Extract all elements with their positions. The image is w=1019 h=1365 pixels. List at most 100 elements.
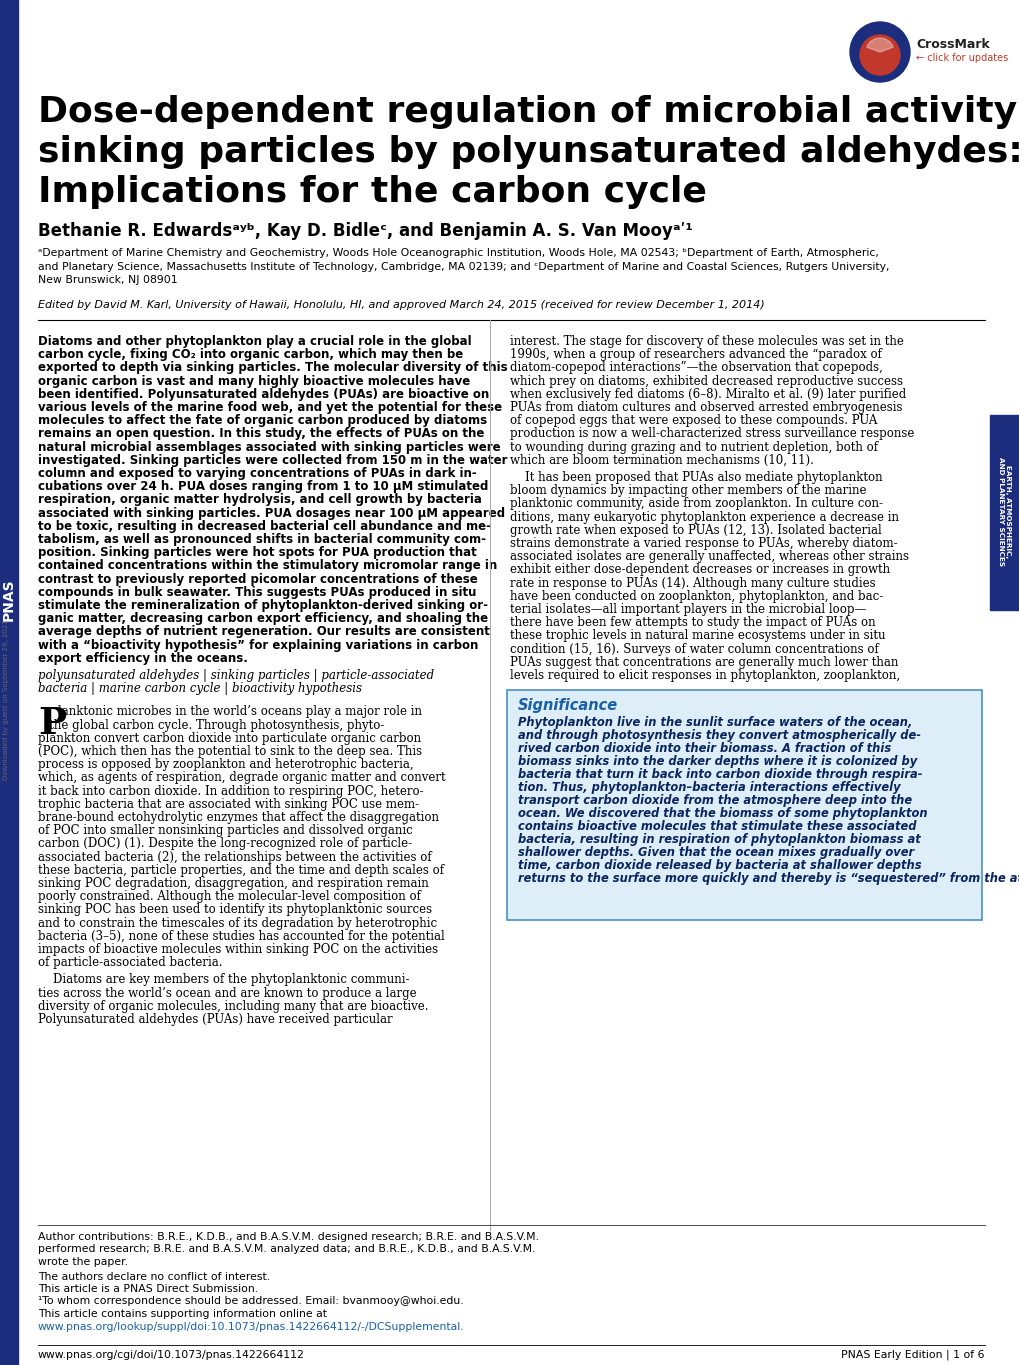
Text: shallower depths. Given that the ocean mixes gradually over: shallower depths. Given that the ocean m… (518, 846, 913, 859)
Text: sinking POC degradation, disaggregation, and respiration remain: sinking POC degradation, disaggregation,… (38, 876, 428, 890)
Text: of copepod eggs that were exposed to these compounds. PUA: of copepod eggs that were exposed to the… (510, 414, 876, 427)
Text: transport carbon dioxide from the atmosphere deep into the: transport carbon dioxide from the atmosp… (518, 794, 911, 807)
Text: rived carbon dioxide into their biomass. A fraction of this: rived carbon dioxide into their biomass.… (518, 743, 891, 755)
Text: trophic bacteria that are associated with sinking POC use mem-: trophic bacteria that are associated wit… (38, 797, 419, 811)
Text: stimulate the remineralization of phytoplankton-derived sinking or-: stimulate the remineralization of phytop… (38, 599, 487, 612)
Text: contained concentrations within the stimulatory micromolar range in: contained concentrations within the stim… (38, 560, 497, 572)
Text: ganic matter, decreasing carbon export efficiency, and shoaling the: ganic matter, decreasing carbon export e… (38, 612, 488, 625)
Text: EARTH, ATMOSPHERIC,
AND PLANETARY SCIENCES: EARTH, ATMOSPHERIC, AND PLANETARY SCIENC… (998, 457, 1011, 566)
Text: average depths of nutrient regeneration. Our results are consistent: average depths of nutrient regeneration.… (38, 625, 489, 639)
Text: bacteria | marine carbon cycle | bioactivity hypothesis: bacteria | marine carbon cycle | bioacti… (38, 682, 362, 695)
Text: which are bloom termination mechanisms (10, 11).: which are bloom termination mechanisms (… (510, 453, 813, 467)
Text: Bethanie R. Edwardsᵃʸᵇ, Kay D. Bidleᶜ, and Benjamin A. S. Van Mooyᵃʹ¹: Bethanie R. Edwardsᵃʸᵇ, Kay D. Bidleᶜ, a… (38, 222, 692, 240)
Text: column and exposed to varying concentrations of PUAs in dark in-: column and exposed to varying concentrat… (38, 467, 476, 480)
Text: bacteria that turn it back into carbon dioxide through respira-: bacteria that turn it back into carbon d… (518, 768, 921, 781)
Text: PUAs from diatom cultures and observed arrested embryogenesis: PUAs from diatom cultures and observed a… (510, 401, 902, 414)
Text: interest. The stage for discovery of these molecules was set in the: interest. The stage for discovery of the… (510, 334, 903, 348)
Text: This article is a PNAS Direct Submission.: This article is a PNAS Direct Submission… (38, 1284, 258, 1294)
Text: ditions, many eukaryotic phytoplankton experience a decrease in: ditions, many eukaryotic phytoplankton e… (510, 511, 898, 524)
Text: bloom dynamics by impacting other members of the marine: bloom dynamics by impacting other member… (510, 485, 866, 497)
Text: production is now a well-characterized stress surveillance response: production is now a well-characterized s… (510, 427, 913, 441)
Text: returns to the surface more quickly and thereby is “sequestered” from the atmosp: returns to the surface more quickly and … (518, 872, 1019, 885)
Wedge shape (866, 38, 893, 52)
Text: Diatoms are key members of the phytoplanktonic communi-: Diatoms are key members of the phytoplan… (38, 973, 409, 987)
Text: Polyunsaturated aldehydes (PUAs) have received particular: Polyunsaturated aldehydes (PUAs) have re… (38, 1013, 392, 1026)
Text: Author contributions: B.R.E., K.D.B., and B.A.S.V.M. designed research; B.R.E. a: Author contributions: B.R.E., K.D.B., an… (38, 1233, 538, 1242)
Text: which, as agents of respiration, degrade organic matter and convert: which, as agents of respiration, degrade… (38, 771, 445, 785)
Text: of POC into smaller nonsinking particles and dissolved organic: of POC into smaller nonsinking particles… (38, 824, 413, 837)
Text: Significance: Significance (518, 699, 618, 713)
Text: natural microbial assemblages associated with sinking particles were: natural microbial assemblages associated… (38, 441, 500, 453)
Text: bacteria (3–5), none of these studies has accounted for the potential: bacteria (3–5), none of these studies ha… (38, 930, 444, 943)
Text: it back into carbon dioxide. In addition to respiring POC, hetero-: it back into carbon dioxide. In addition… (38, 785, 423, 797)
Text: rate in response to PUAs (14). Although many culture studies: rate in response to PUAs (14). Although … (510, 576, 874, 590)
Text: there have been few attempts to study the impact of PUAs on: there have been few attempts to study th… (510, 616, 874, 629)
Text: Phytoplankton live in the sunlit surface waters of the ocean,: Phytoplankton live in the sunlit surface… (518, 717, 911, 729)
Text: various levels of the marine food web, and yet the potential for these: various levels of the marine food web, a… (38, 401, 501, 414)
Text: process is opposed by zooplankton and heterotrophic bacteria,: process is opposed by zooplankton and he… (38, 758, 414, 771)
Text: It has been proposed that PUAs also mediate phytoplankton: It has been proposed that PUAs also medi… (510, 471, 881, 485)
Text: sinking POC has been used to identify its phytoplanktonic sources: sinking POC has been used to identify it… (38, 904, 432, 916)
Text: CrossMark: CrossMark (915, 37, 988, 51)
Text: diatom-copepod interactions”—the observation that copepods,: diatom-copepod interactions”—the observa… (510, 362, 882, 374)
Text: of particle-associated bacteria.: of particle-associated bacteria. (38, 957, 222, 969)
Text: Dose-dependent regulation of microbial activity on: Dose-dependent regulation of microbial a… (38, 96, 1019, 130)
Text: remains an open question. In this study, the effects of PUAs on the: remains an open question. In this study,… (38, 427, 484, 441)
Text: bacteria, resulting in respiration of phytoplankton biomass at: bacteria, resulting in respiration of ph… (518, 833, 920, 846)
Text: ¹To whom correspondence should be addressed. Email: bvanmooy@whoi.edu.: ¹To whom correspondence should be addres… (38, 1297, 464, 1306)
Text: been identified. Polyunsaturated aldehydes (PUAs) are bioactive on: been identified. Polyunsaturated aldehyd… (38, 388, 489, 401)
Text: and through photosynthesis they convert atmospherically de-: and through photosynthesis they convert … (518, 729, 920, 743)
Text: cubations over 24 h. PUA doses ranging from 1 to 10 μM stimulated: cubations over 24 h. PUA doses ranging f… (38, 480, 488, 493)
Text: associated with sinking particles. PUA dosages near 100 μM appeared: associated with sinking particles. PUA d… (38, 506, 504, 520)
Text: compounds in bulk seawater. This suggests PUAs produced in situ: compounds in bulk seawater. This suggest… (38, 586, 476, 599)
Text: impacts of bioactive molecules within sinking POC on the activities: impacts of bioactive molecules within si… (38, 943, 438, 955)
Text: growth rate when exposed to PUAs (12, 13). Isolated bacterial: growth rate when exposed to PUAs (12, 13… (510, 524, 880, 536)
Text: the global carbon cycle. Through photosynthesis, phyto-: the global carbon cycle. Through photosy… (38, 718, 384, 732)
Text: associated bacteria (2), the relationships between the activities of: associated bacteria (2), the relationshi… (38, 850, 431, 864)
Text: position. Sinking particles were hot spots for PUA production that: position. Sinking particles were hot spo… (38, 546, 476, 560)
Text: these trophic levels in natural marine ecosystems under in situ: these trophic levels in natural marine e… (510, 629, 884, 643)
Text: ᵃDepartment of Marine Chemistry and Geochemistry, Woods Hole Oceanographic Insti: ᵃDepartment of Marine Chemistry and Geoc… (38, 248, 889, 285)
Text: export efficiency in the oceans.: export efficiency in the oceans. (38, 652, 248, 665)
Text: www.pnas.org/cgi/doi/10.1073/pnas.1422664112: www.pnas.org/cgi/doi/10.1073/pnas.142266… (38, 1350, 305, 1360)
Bar (0, 0, 18, 1365)
Text: contains bioactive molecules that stimulate these associated: contains bioactive molecules that stimul… (518, 820, 916, 833)
Text: molecules to affect the fate of organic carbon produced by diatoms: molecules to affect the fate of organic … (38, 414, 487, 427)
Text: Downloaded by guest on September 29, 2021: Downloaded by guest on September 29, 202… (3, 620, 9, 781)
Text: planktonic community, aside from zooplankton. In culture con-: planktonic community, aside from zooplan… (510, 497, 882, 511)
Text: plankton convert carbon dioxide into particulate organic carbon: plankton convert carbon dioxide into par… (38, 732, 421, 745)
Text: condition (15, 16). Surveys of water column concentrations of: condition (15, 16). Surveys of water col… (510, 643, 878, 655)
Text: diversity of organic molecules, including many that are bioactive.: diversity of organic molecules, includin… (38, 999, 428, 1013)
Text: with a “bioactivity hypothesis” for explaining variations in carbon: with a “bioactivity hypothesis” for expl… (38, 639, 478, 651)
Text: time, carbon dioxide released by bacteria at shallower depths: time, carbon dioxide released by bacteri… (518, 859, 921, 872)
Text: to be toxic, resulting in decreased bacterial cell abundance and me-: to be toxic, resulting in decreased bact… (38, 520, 490, 532)
Text: which prey on diatoms, exhibited decreased reproductive success: which prey on diatoms, exhibited decreas… (510, 374, 902, 388)
Text: contrast to previously reported picomolar concentrations of these: contrast to previously reported picomola… (38, 572, 477, 586)
Text: levels required to elicit responses in phytoplankton, zooplankton,: levels required to elicit responses in p… (510, 669, 899, 682)
Text: strains demonstrate a varied response to PUAs, whereby diatom-: strains demonstrate a varied response to… (510, 536, 897, 550)
Text: ← click for updates: ← click for updates (915, 53, 1007, 63)
Text: carbon (DOC) (1). Despite the long-recognized role of particle-: carbon (DOC) (1). Despite the long-recog… (38, 837, 412, 850)
Text: respiration, organic matter hydrolysis, and cell growth by bacteria: respiration, organic matter hydrolysis, … (38, 493, 481, 506)
Text: brane-bound ectohydrolytic enzymes that affect the disaggregation: brane-bound ectohydrolytic enzymes that … (38, 811, 438, 824)
Text: these bacteria, particle properties, and the time and depth scales of: these bacteria, particle properties, and… (38, 864, 443, 876)
Text: polyunsaturated aldehydes | sinking particles | particle-associated: polyunsaturated aldehydes | sinking part… (38, 669, 434, 682)
Text: 1990s, when a group of researchers advanced the “paradox of: 1990s, when a group of researchers advan… (510, 348, 881, 362)
Text: (POC), which then has the potential to sink to the deep sea. This: (POC), which then has the potential to s… (38, 745, 422, 758)
Text: exhibit either dose-dependent decreases or increases in growth: exhibit either dose-dependent decreases … (510, 564, 890, 576)
Text: terial isolates—all important players in the microbial loop—: terial isolates—all important players in… (510, 603, 865, 616)
Text: Diatoms and other phytoplankton play a crucial role in the global: Diatoms and other phytoplankton play a c… (38, 334, 471, 348)
Circle shape (849, 22, 909, 82)
Text: sinking particles by polyunsaturated aldehydes:: sinking particles by polyunsaturated ald… (38, 135, 1019, 169)
Text: exported to depth via sinking particles. The molecular diversity of this: exported to depth via sinking particles.… (38, 362, 507, 374)
Circle shape (859, 35, 899, 75)
Text: performed research; B.R.E. and B.A.S.V.M. analyzed data; and B.R.E., K.D.B., and: performed research; B.R.E. and B.A.S.V.M… (38, 1245, 535, 1254)
Text: biomass sinks into the darker depths where it is colonized by: biomass sinks into the darker depths whe… (518, 755, 916, 768)
Text: investigated. Sinking particles were collected from 150 m in the water: investigated. Sinking particles were col… (38, 453, 507, 467)
Text: carbon cycle, fixing CO₂ into organic carbon, which may then be: carbon cycle, fixing CO₂ into organic ca… (38, 348, 463, 362)
Text: when exclusively fed diatoms (6–8). Miralto et al. (9) later purified: when exclusively fed diatoms (6–8). Mira… (510, 388, 905, 401)
Text: The authors declare no conflict of interest.: The authors declare no conflict of inter… (38, 1272, 270, 1282)
Text: poorly constrained. Although the molecular-level composition of: poorly constrained. Although the molecul… (38, 890, 421, 904)
Text: ties across the world’s ocean and are known to produce a large: ties across the world’s ocean and are kn… (38, 987, 416, 999)
Text: This article contains supporting information online at: This article contains supporting informa… (38, 1309, 327, 1319)
